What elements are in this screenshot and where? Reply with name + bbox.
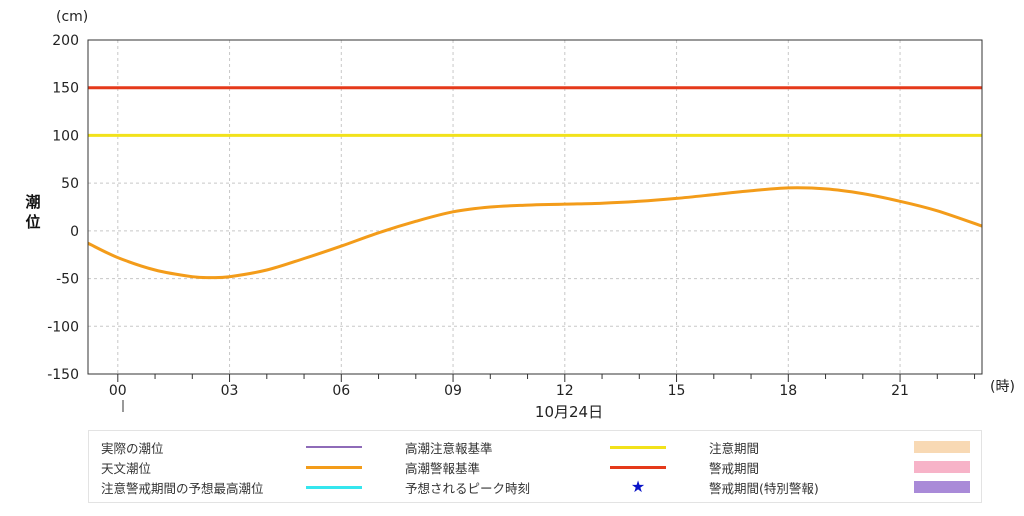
legend: 実際の潮位 天文潮位 注意警戒期間の予想最高潮位 高潮注意報基準 高潮警報基準 予想される…: [88, 430, 982, 503]
legend-label: 高潮警報基準: [405, 460, 481, 476]
y-tick-label: 0: [70, 224, 79, 240]
legend-item: 警戒期間(特別警報): [709, 477, 970, 497]
x-ticks: 00 03 06 09 12 15 18 21: [109, 374, 976, 399]
y-tick-label: -150: [47, 367, 79, 383]
y-ticks: 200 150 100 50 0 -50 -100 -150: [47, 33, 79, 383]
series-line: [87, 186, 983, 280]
date-label: 10月24日: [535, 403, 603, 421]
x-tick-label: 06: [332, 383, 350, 399]
grid: [88, 39, 982, 375]
legend-item: 予想されるピーク時刻 ★: [405, 477, 666, 497]
x-tick-label: 18: [779, 383, 797, 399]
reference-lines: [88, 86, 982, 137]
x-tick-label: 21: [891, 383, 909, 399]
y-tick-label: 100: [52, 128, 79, 144]
star-icon: ★: [630, 477, 646, 496]
x-unit-label: (時): [990, 379, 1015, 395]
plot-frame: [87, 39, 983, 375]
y-tick-label: -100: [47, 319, 79, 335]
x-tick-label: 09: [444, 383, 462, 399]
y-tick-label: 50: [61, 176, 79, 192]
legend-swatch-line: [306, 465, 362, 469]
y-tick-label: 150: [52, 81, 79, 97]
y-tick-label: 200: [52, 33, 79, 49]
legend-swatch-box: [914, 461, 970, 473]
legend-item: 警戒期間: [709, 457, 970, 477]
legend-item: 実際の潮位: [101, 437, 362, 457]
legend-label: 天文潮位: [101, 460, 152, 476]
y-tick-label: -50: [56, 272, 79, 288]
y-axis-title-char-2: 位: [25, 213, 40, 231]
legend-label: 注意期間: [709, 440, 760, 456]
legend-swatch-line: [610, 465, 666, 469]
legend-swatch-box: [914, 441, 970, 453]
legend-item: 高潮注意報基準: [405, 437, 666, 457]
legend-swatch-line: [610, 445, 666, 449]
legend-item: 注意期間: [709, 437, 970, 457]
legend-swatch-box: [914, 481, 970, 493]
y-unit-label: (cm): [56, 9, 88, 25]
legend-label: 高潮注意報基準: [405, 440, 493, 456]
legend-item: 注意警戒期間の予想最高潮位: [101, 477, 362, 497]
legend-label: 警戒期間(特別警報): [709, 480, 819, 496]
x-tick-label: 15: [668, 383, 686, 399]
y-axis-title-char-1: 潮: [25, 193, 40, 211]
legend-item: 高潮警報基準: [405, 457, 666, 477]
legend-label: 警戒期間: [709, 460, 760, 476]
x-tick-label: 03: [221, 383, 239, 399]
legend-swatch-line: [306, 446, 362, 448]
x-tick-label: 12: [556, 383, 574, 399]
legend-label: 予想されるピーク時刻: [405, 480, 531, 496]
series-group: [87, 186, 983, 280]
legend-swatch-line: [306, 485, 362, 489]
legend-label: 注意警戒期間の予想最高潮位: [101, 480, 264, 496]
x-tick-label: 00: [109, 383, 127, 399]
legend-item: 天文潮位: [101, 457, 362, 477]
legend-label: 実際の潮位: [101, 440, 164, 456]
